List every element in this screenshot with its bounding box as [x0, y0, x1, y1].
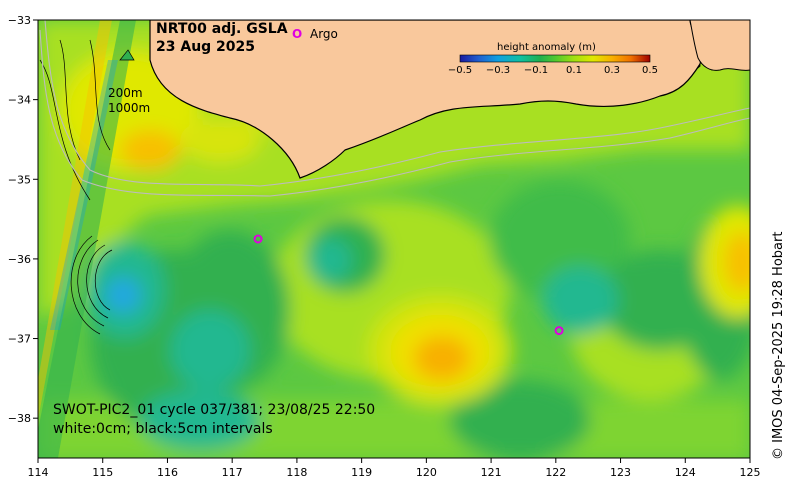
- colorbar-tick-label: −0.1: [524, 65, 548, 76]
- x-tick-label: 121: [481, 466, 502, 479]
- map-title: NRT00 adj. GSLA: [156, 21, 288, 37]
- y-tick-label: −33: [8, 14, 31, 27]
- colorbar-title: height anomaly (m): [497, 42, 596, 53]
- isobath-lines: [39, 20, 750, 197]
- colorbar: [459, 54, 651, 63]
- map-date: 23 Aug 2025: [156, 39, 255, 55]
- map-area: [38, 20, 750, 458]
- argo-markers: [253, 234, 564, 336]
- x-tick-label: 119: [351, 466, 372, 479]
- y-tick-label: −37: [8, 333, 31, 346]
- y-tick-label: −34: [8, 94, 31, 107]
- x-tick-label: 125: [740, 466, 761, 479]
- isobath-label-200: 200m: [108, 86, 143, 100]
- argo-legend-marker: O: [292, 27, 302, 41]
- x-tick-label: 115: [92, 466, 113, 479]
- colorbar-tick-label: 0.1: [566, 65, 582, 76]
- colorbar-tick-label: 0.3: [604, 65, 620, 76]
- argo-float-marker: [253, 234, 263, 244]
- island-marker: [119, 49, 135, 61]
- x-axis: 114 115 116 117 118 119 120 121 122 123 124 125: [28, 458, 761, 479]
- x-tick-label: 120: [416, 466, 437, 479]
- swot-info-line1: SWOT-PIC2_01 cycle 037/381; 23/08/25 22:…: [53, 402, 375, 418]
- swot-contours: [39, 39, 113, 335]
- credit-text: © IMOS 04-Sep-2025 19:28 Hobart: [771, 232, 786, 460]
- swot-swath: [38, 20, 136, 458]
- land-east: [689, 20, 750, 71]
- colorbar-ticks: −0.5 −0.3 −0.1 0.1 0.3 0.5: [448, 65, 658, 76]
- colorbar-tick-label: −0.3: [486, 65, 510, 76]
- colorbar-tick-label: 0.5: [642, 65, 658, 76]
- x-tick-label: 122: [545, 466, 566, 479]
- argo-legend-label: Argo: [310, 27, 338, 41]
- x-tick-label: 118: [286, 466, 307, 479]
- plot-frame: [37, 19, 751, 459]
- argo-float-marker: [554, 326, 564, 336]
- y-tick-label: −38: [8, 412, 31, 425]
- y-tick-label: −35: [8, 173, 31, 186]
- x-tick-label: 117: [222, 466, 243, 479]
- y-axis: −33 −34 −35 −36 −37 −38: [8, 14, 38, 425]
- swot-info-line2: white:0cm; black:5cm intervals: [53, 421, 273, 437]
- x-tick-label: 124: [675, 466, 696, 479]
- x-tick-label: 123: [610, 466, 631, 479]
- isobath-label-1000: 1000m: [108, 101, 150, 115]
- x-tick-label: 114: [28, 466, 49, 479]
- y-tick-label: −36: [8, 253, 31, 266]
- x-tick-label: 116: [157, 466, 178, 479]
- colorbar-tick-label: −0.5: [448, 65, 472, 76]
